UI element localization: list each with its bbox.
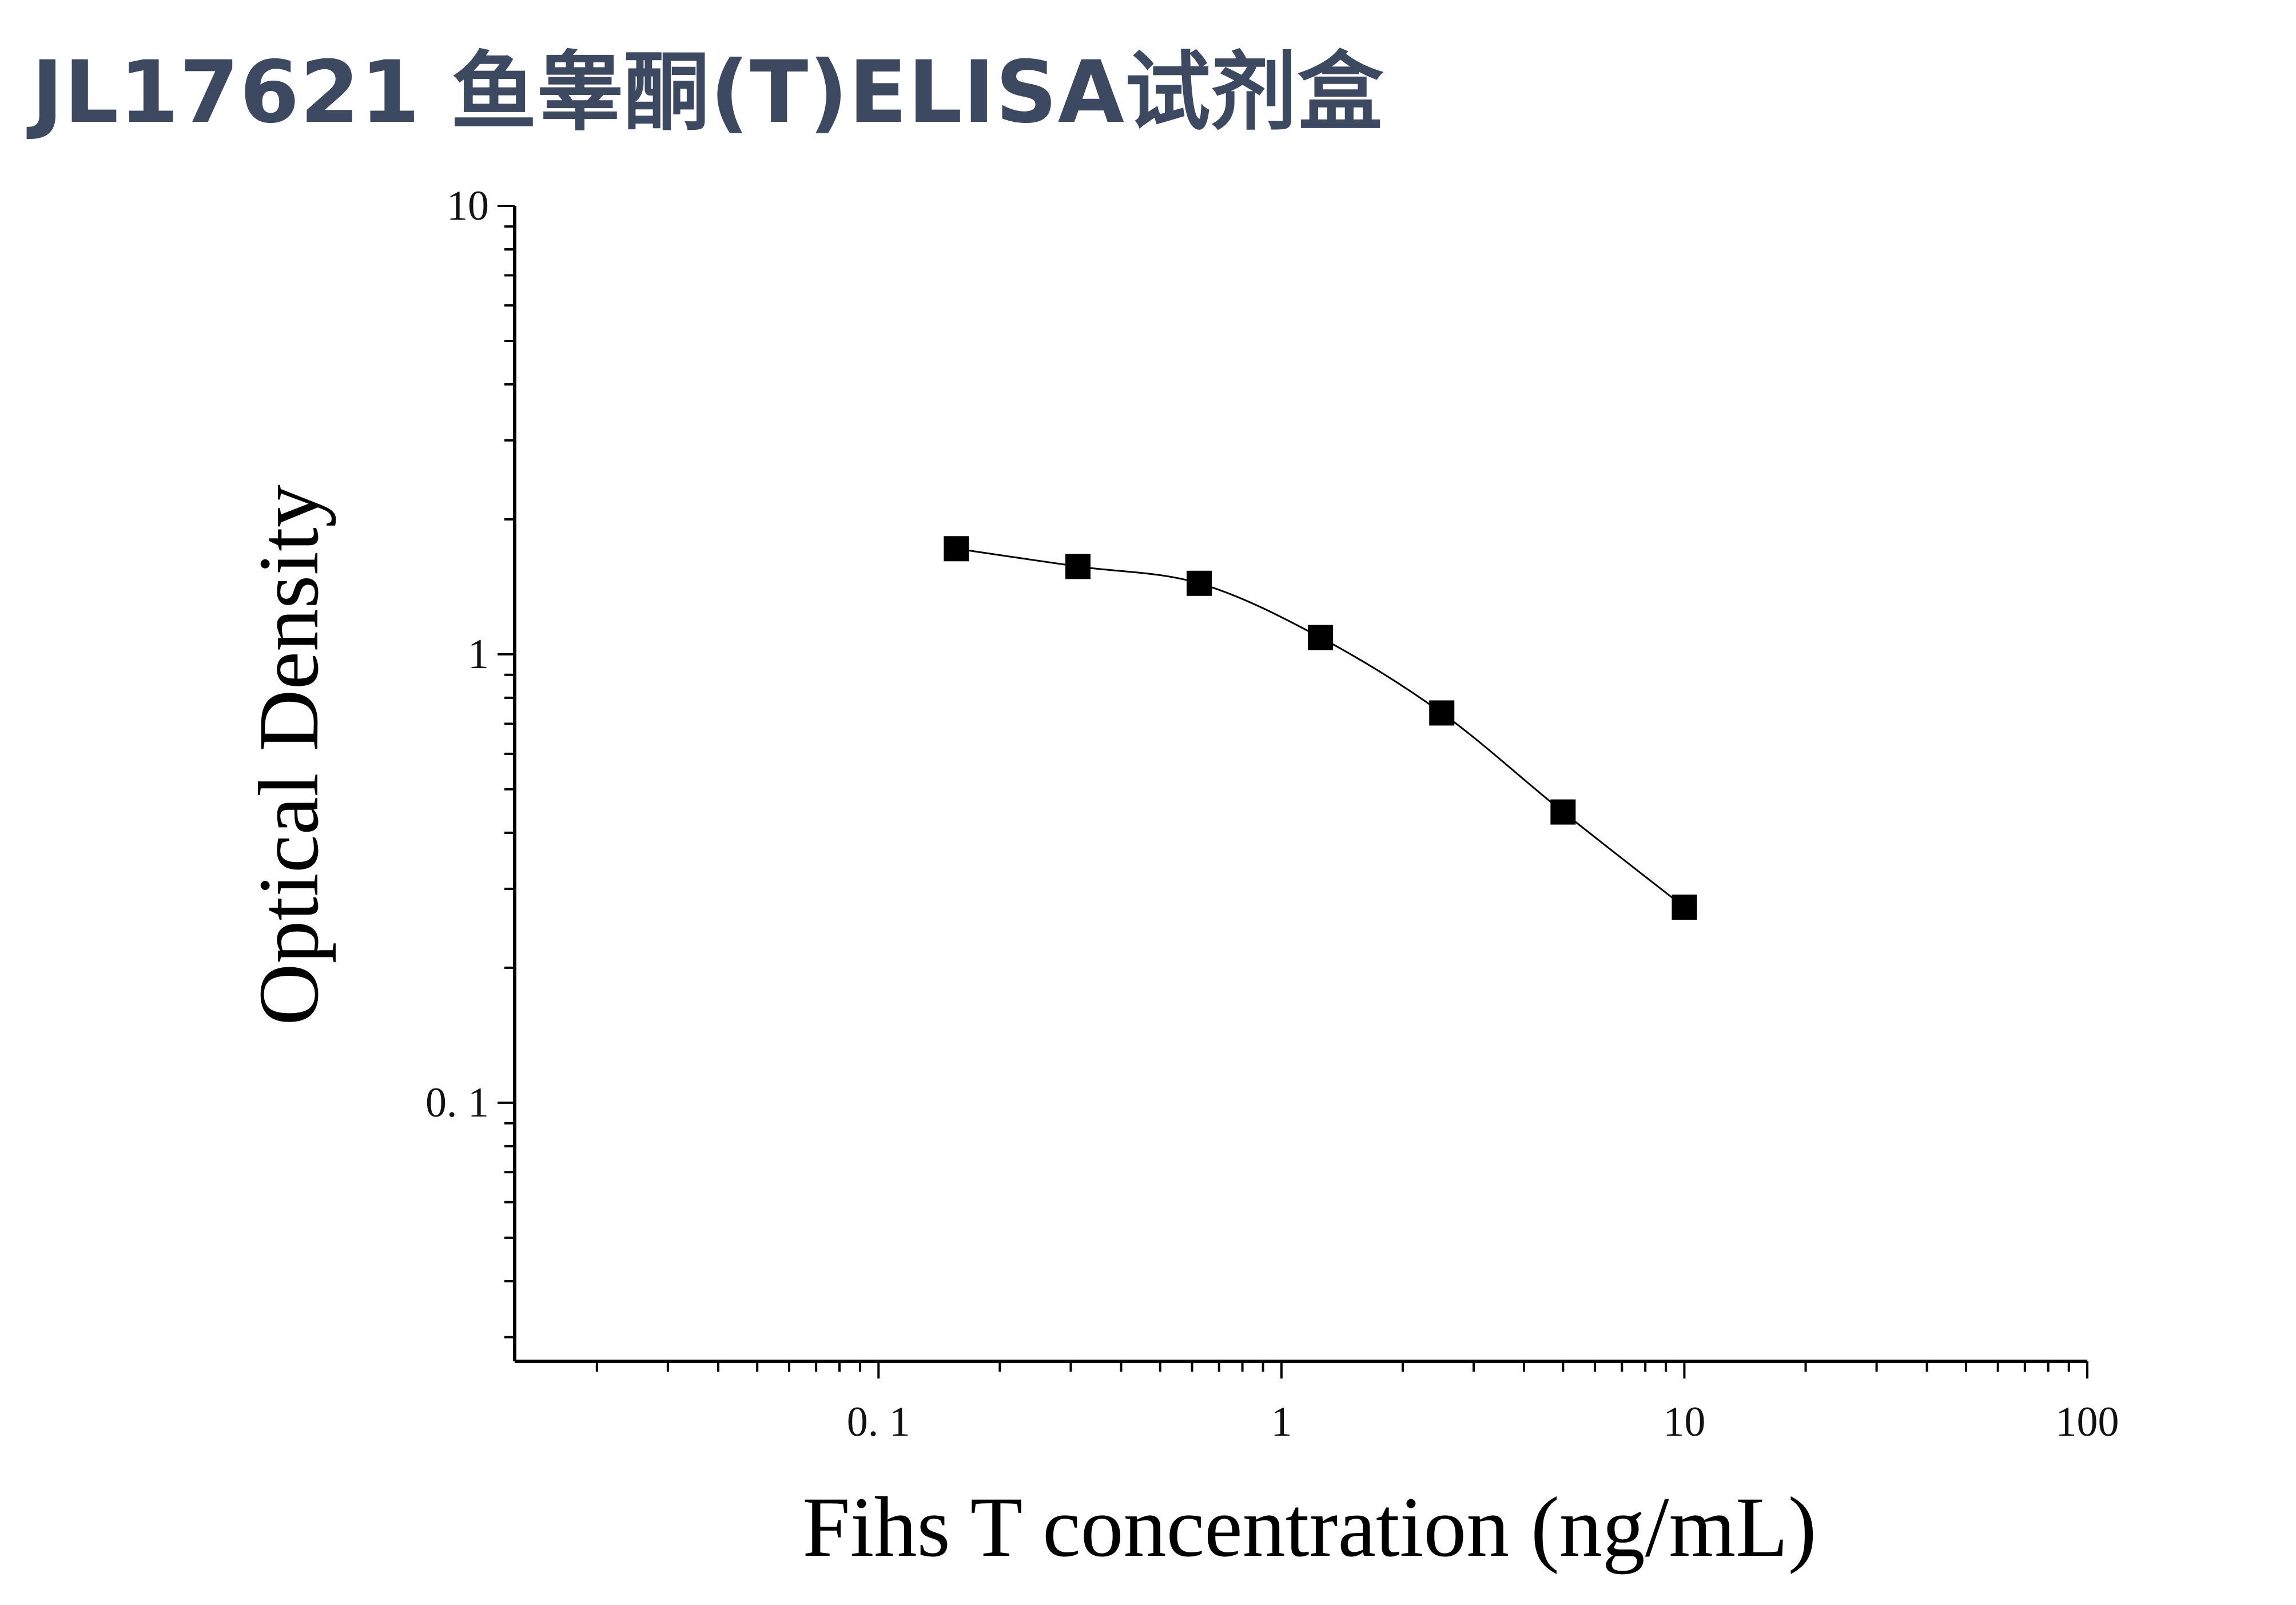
y-tick-label: 0. 1 bbox=[425, 1079, 489, 1126]
y-axis-ticks bbox=[498, 205, 515, 1338]
page-title: JL17621 鱼睾酮(T)ELISA试剂盒 bbox=[31, 43, 1384, 142]
x-tick-label: 10 bbox=[1663, 1399, 1705, 1445]
axes bbox=[513, 206, 2087, 1363]
data-points bbox=[944, 536, 1697, 920]
y-axis-title: Optical Density bbox=[241, 484, 336, 1026]
fit-curve bbox=[956, 547, 1685, 908]
x-axis-title: Fihs T concentration (ng/mL) bbox=[802, 1480, 1816, 1575]
x-tick-label: 0. 1 bbox=[847, 1399, 910, 1445]
tick-labels: 0. 1 1 10 100 0. 1 1 10 bbox=[425, 182, 2119, 1445]
x-tick-label: 100 bbox=[2056, 1399, 2119, 1445]
data-point bbox=[1550, 799, 1576, 825]
y-tick-label: 1 bbox=[468, 631, 489, 678]
x-axis-ticks bbox=[595, 1361, 2088, 1378]
data-point bbox=[1308, 625, 1334, 650]
data-point bbox=[1672, 894, 1697, 920]
data-point bbox=[1065, 554, 1091, 579]
x-tick-label: 1 bbox=[1271, 1399, 1292, 1445]
y-tick-label: 10 bbox=[447, 182, 489, 229]
data-point bbox=[1429, 700, 1455, 726]
data-point bbox=[1187, 570, 1212, 596]
data-point bbox=[944, 536, 969, 562]
